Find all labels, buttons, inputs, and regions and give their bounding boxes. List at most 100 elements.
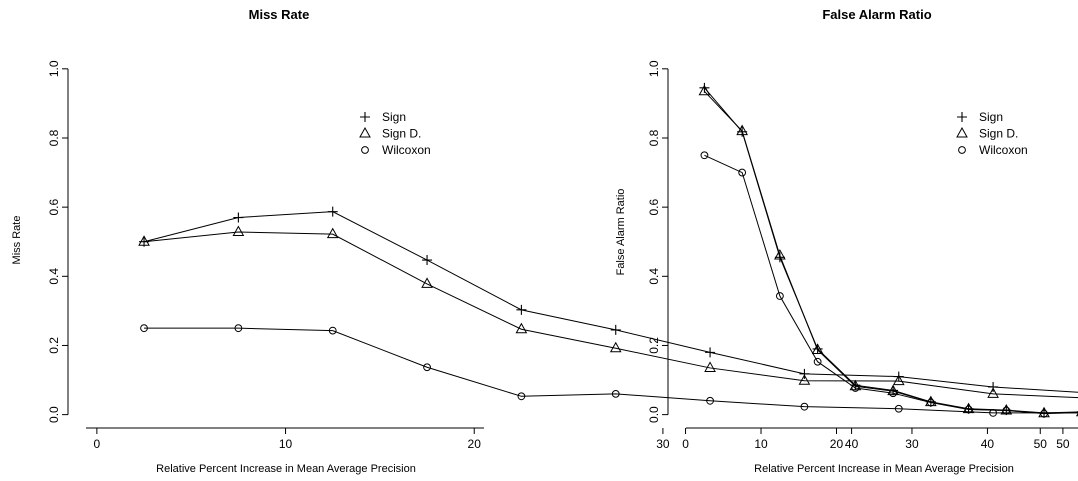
x-tick-label: 50 (1034, 437, 1048, 451)
chart-miss-rate: Miss Rate Relative Percent Increase in M… (11, 7, 1078, 475)
data-point (774, 249, 786, 260)
x-tick-label: 50 (1056, 437, 1070, 451)
series-wilcoxon (140, 324, 1078, 417)
data-point (423, 363, 431, 372)
y-axis-label: False Alarm Ratio (615, 189, 627, 276)
legend-label: Wilcoxon (979, 143, 1028, 157)
legend: Sign Sign D. Wilcoxon (359, 110, 431, 157)
data-point (738, 168, 747, 177)
legend-marker (956, 126, 968, 138)
data-point (516, 304, 527, 315)
data-point (798, 374, 811, 385)
data-point (964, 405, 973, 414)
data-point (926, 398, 935, 407)
data-point (611, 389, 620, 398)
y-tick-label: 1.0 (47, 60, 61, 77)
data-point (704, 361, 716, 372)
series-sign (699, 82, 1078, 418)
x-axis-label: Relative Percent Increase in Mean Averag… (754, 463, 1014, 475)
data-point (705, 347, 716, 358)
data-point (799, 368, 810, 379)
data-point (609, 341, 622, 353)
legend-label: Sign D. (979, 127, 1018, 141)
data-point (889, 389, 897, 398)
x-tick-label: 0 (94, 437, 101, 451)
data-point (421, 277, 433, 288)
data-point (811, 343, 824, 354)
data-point (698, 84, 711, 96)
data-point (892, 374, 905, 386)
data-point (422, 255, 433, 266)
y-tick-label: 0.4 (647, 268, 661, 285)
plot-area (138, 206, 1078, 417)
series-sign-d (138, 225, 1078, 399)
data-point (894, 404, 903, 413)
data-point (775, 292, 784, 300)
x-tick-label: 40 (845, 437, 859, 451)
legend-marker (359, 126, 371, 138)
data-point (699, 82, 710, 93)
data-point (517, 392, 526, 401)
y-axis-label: Miss Rate (11, 216, 23, 265)
legend-label: Sign D. (382, 127, 421, 141)
x-tick-label: 0 (682, 437, 689, 451)
data-point (736, 124, 749, 136)
plot-area (698, 82, 1078, 418)
legend-label: Sign (979, 110, 1003, 124)
x-axis-label: Relative Percent Increase in Mean Averag… (156, 463, 416, 475)
y-tick-label: 0.0 (47, 406, 61, 423)
legend: Sign Sign D. Wilcoxon (956, 110, 1028, 157)
data-point (1002, 406, 1011, 415)
series-sign (139, 206, 1078, 393)
x-tick-label: 30 (905, 437, 919, 451)
series-line (704, 90, 1078, 414)
chart-title: Miss Rate (249, 7, 310, 22)
chart-false-alarm-ratio: False Alarm Ratio Relative Percent Incre… (615, 7, 1078, 475)
series-line (143, 231, 1078, 399)
data-point (1040, 409, 1048, 418)
data-point (140, 324, 148, 333)
y-tick-label: 0.2 (47, 337, 61, 354)
series-line (144, 327, 1078, 414)
data-point (138, 235, 150, 246)
legend-marker (957, 112, 967, 122)
x-tick-label: 10 (754, 437, 768, 451)
y-tick-label: 0.8 (647, 129, 661, 146)
legend-marker (361, 146, 369, 154)
legend-label: Wilcoxon (382, 143, 431, 157)
x-tick-label: 20 (830, 437, 844, 451)
y-tick-label: 0.6 (47, 198, 61, 215)
chart-title: False Alarm Ratio (822, 7, 931, 22)
data-point (233, 212, 244, 223)
y-tick-label: 0.0 (647, 406, 661, 423)
data-point (610, 324, 621, 335)
x-axis: 0 10 20 30 40 50 (86, 427, 1048, 451)
data-point (232, 225, 245, 237)
y-tick-label: 0.2 (647, 337, 661, 354)
data-point (326, 227, 339, 239)
x-tick-label: 10 (279, 437, 293, 451)
series-sign-d (698, 84, 1078, 418)
y-tick-label: 0.4 (47, 268, 61, 285)
x-tick-label: 20 (468, 437, 482, 451)
series-line (143, 211, 1078, 393)
data-point (813, 357, 822, 366)
x-tick-label: 30 (656, 437, 670, 451)
data-point (851, 384, 860, 392)
x-tick-label: 40 (981, 437, 995, 451)
data-point (706, 396, 714, 405)
data-point (327, 206, 338, 217)
data-point (988, 381, 999, 392)
y-axis: 0.0 0.2 0.4 0.6 0.8 1.0 (647, 60, 669, 423)
data-point (328, 326, 337, 335)
legend-marker (958, 146, 966, 154)
y-tick-label: 0.6 (647, 198, 661, 215)
legend-label: Sign (382, 110, 406, 124)
y-tick-label: 0.8 (47, 129, 61, 146)
x-axis: 0 10 20 30 40 50 (682, 427, 1078, 451)
legend-marker (360, 112, 370, 122)
series-line (704, 154, 1078, 415)
data-point (887, 384, 899, 396)
